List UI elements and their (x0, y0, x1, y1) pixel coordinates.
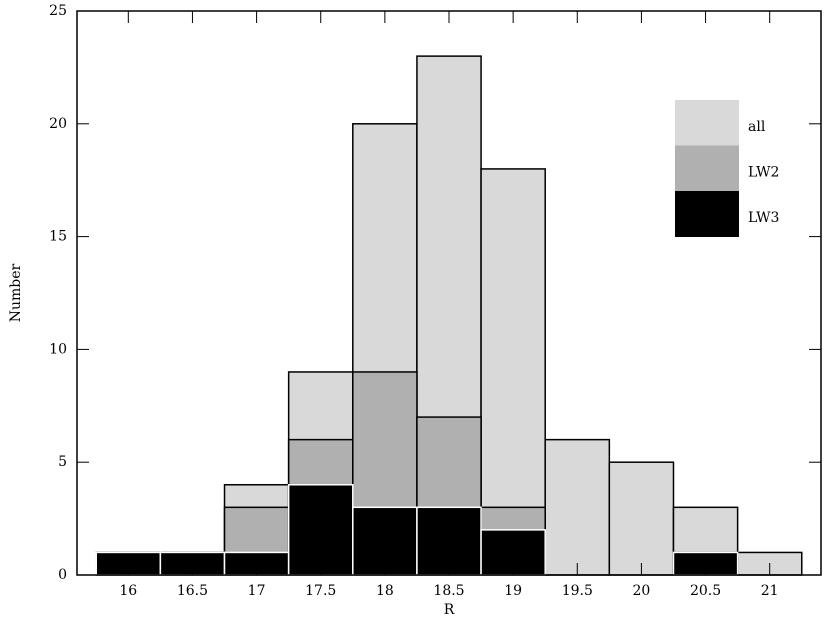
x-tick-label: 19 (504, 583, 522, 599)
x-tick-label: 19.5 (562, 583, 593, 599)
y-tick-label: 25 (49, 3, 67, 19)
x-tick-label: 17 (248, 583, 266, 599)
bar (608, 461, 675, 576)
y-axis-label: Number (8, 263, 24, 322)
y-tick-label: 0 (58, 567, 67, 583)
y-tick-label: 15 (49, 229, 67, 245)
legend-label: LW3 (748, 210, 779, 226)
legend-swatch (675, 145, 739, 192)
legend-label: all (748, 119, 766, 135)
legend-swatch (675, 100, 739, 146)
y-tick-label: 5 (58, 454, 67, 470)
x-axis-label: R (444, 602, 455, 618)
x-tick-label: 16.5 (177, 583, 208, 599)
x-tick-label: 20.5 (690, 583, 721, 599)
x-tick-label: 17.5 (305, 583, 336, 599)
bar (287, 484, 354, 576)
x-tick-label: 21 (761, 583, 779, 599)
x-tick-label: 18.5 (433, 583, 464, 599)
x-tick-label: 20 (632, 583, 650, 599)
y-tick-label: 10 (49, 341, 67, 357)
x-tick-label: 18 (376, 583, 394, 599)
bar (544, 438, 611, 576)
legend-swatch (675, 191, 739, 237)
y-tick-label: 20 (49, 116, 67, 132)
legend-label: LW2 (748, 165, 779, 181)
x-tick-label: 16 (119, 583, 137, 599)
